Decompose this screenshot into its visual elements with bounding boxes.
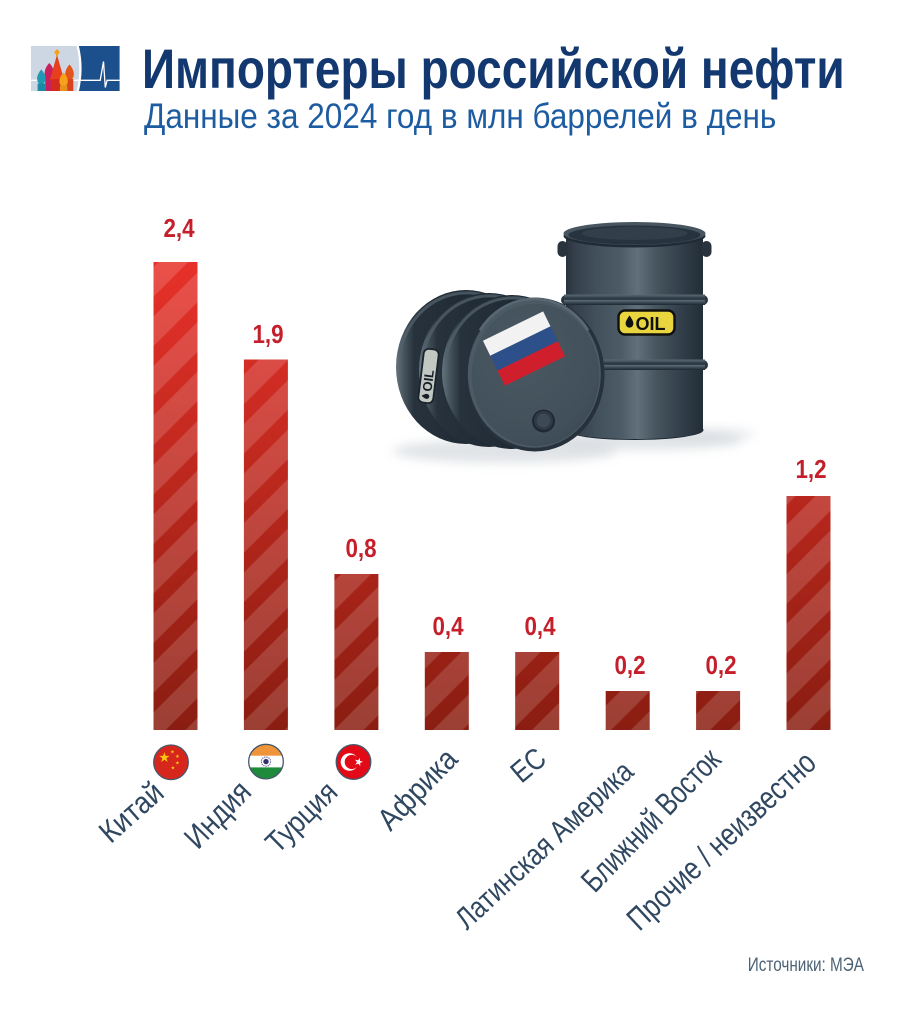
svg-text:OIL: OIL (636, 314, 666, 334)
svg-text:OIL: OIL (419, 369, 437, 392)
